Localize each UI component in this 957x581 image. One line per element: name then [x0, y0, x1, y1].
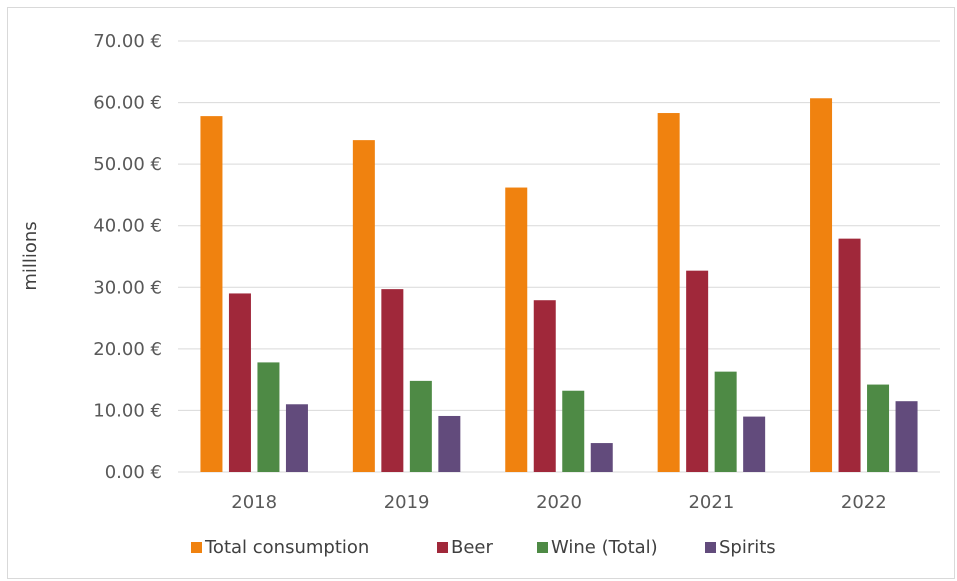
legend-label: Total consumption — [204, 537, 369, 558]
bar-wine-total-2019 — [409, 380, 432, 472]
legend-label: Wine (Total) — [551, 537, 658, 558]
legend-swatch — [705, 542, 716, 553]
y-tick-label: 60.00 € — [93, 93, 162, 114]
legend-swatch — [191, 542, 202, 553]
bar-beer-2019 — [381, 289, 404, 472]
x-tick-label: 2019 — [384, 492, 430, 513]
x-axis-ticks: 2018 2019 2020 2021 2022 — [231, 492, 886, 513]
bar-total-consumption-2020 — [505, 187, 528, 473]
y-axis-title: millions — [20, 221, 41, 290]
bar-beer-2018 — [228, 293, 251, 472]
y-tick-label: 20.00 € — [93, 339, 162, 360]
bar-spirits-2018 — [285, 404, 308, 472]
legend-swatch — [437, 542, 448, 553]
x-tick-label: 2021 — [688, 492, 734, 513]
y-tick-label: 0.00 € — [105, 462, 162, 483]
bar-wine-total-2022 — [867, 384, 890, 472]
bar-beer-2020 — [533, 300, 556, 472]
x-tick-label: 2020 — [536, 492, 582, 513]
y-tick-label: 30.00 € — [93, 277, 162, 298]
legend-label: Spirits — [719, 537, 776, 558]
y-axis-ticks: 0.00 € 10.00 € 20.00 € 30.00 € 40.00 € 50.00 … — [93, 31, 162, 483]
bar-spirits-2019 — [438, 415, 461, 472]
bar-total-consumption-2022 — [810, 98, 833, 473]
bar-total-consumption-2019 — [352, 140, 375, 472]
bar-spirits-2020 — [590, 443, 613, 472]
y-tick-label: 70.00 € — [93, 31, 162, 52]
bar-wine-total-2020 — [562, 390, 585, 472]
bar-wine-total-2021 — [714, 371, 737, 472]
legend-label: Beer — [451, 537, 493, 558]
bar-total-consumption-2018 — [200, 116, 223, 473]
y-tick-label: 40.00 € — [93, 216, 162, 237]
bar-wine-total-2018 — [257, 362, 280, 472]
legend-swatch — [537, 542, 548, 553]
bar-spirits-2022 — [895, 401, 918, 472]
bar-beer-2022 — [838, 238, 861, 472]
y-tick-label: 10.00 € — [93, 400, 162, 421]
bar-spirits-2021 — [743, 416, 766, 472]
legend: Total consumption Beer Wine (Total) Spirits — [191, 537, 776, 558]
bar-total-consumption-2021 — [657, 113, 680, 472]
y-tick-label: 50.00 € — [93, 154, 162, 175]
x-tick-label: 2022 — [841, 492, 887, 513]
bar-beer-2021 — [686, 270, 709, 472]
bars — [200, 98, 918, 473]
x-tick-label: 2018 — [231, 492, 277, 513]
